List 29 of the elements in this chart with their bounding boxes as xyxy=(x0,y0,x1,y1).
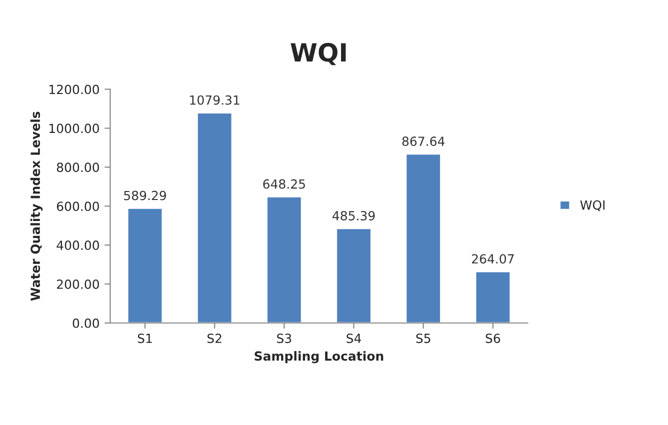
y-tick-label: 600.00 xyxy=(56,202,99,212)
data-label: 485.39 xyxy=(332,211,375,220)
x-tick-label: S5 xyxy=(416,334,430,344)
x-axis-title: Sampling Location xyxy=(254,351,384,364)
y-tick-label: 0.00 xyxy=(72,318,99,328)
x-tick-label: S1 xyxy=(138,334,152,344)
bar xyxy=(474,270,512,323)
x-tick-label: S6 xyxy=(486,334,500,344)
chart-title: WQI xyxy=(290,42,346,66)
x-tick-label: S4 xyxy=(346,334,362,344)
data-label: 589.29 xyxy=(124,190,166,200)
legend-label: WQI xyxy=(580,200,605,212)
y-tick-label: 800.00 xyxy=(56,162,99,172)
x-tick-label: S3 xyxy=(277,334,292,344)
y-tick-label: 1200.00 xyxy=(49,84,99,94)
y-axis-title: Water Quality Index Levels xyxy=(30,112,43,301)
y-tick-label: 1000.00 xyxy=(49,124,99,134)
data-label: 867.64 xyxy=(402,136,445,146)
data-label: 648.25 xyxy=(263,179,305,189)
bar xyxy=(336,228,372,323)
data-label: 264.07 xyxy=(472,254,514,264)
y-tick-label: 400.00 xyxy=(56,240,99,250)
bar xyxy=(196,112,233,323)
bar xyxy=(126,208,164,323)
bar xyxy=(266,196,302,323)
data-label: 1079.31 xyxy=(190,95,240,105)
bar xyxy=(405,153,442,323)
x-tick-label: S2 xyxy=(207,334,222,344)
y-tick-label: 200.00 xyxy=(56,280,99,289)
